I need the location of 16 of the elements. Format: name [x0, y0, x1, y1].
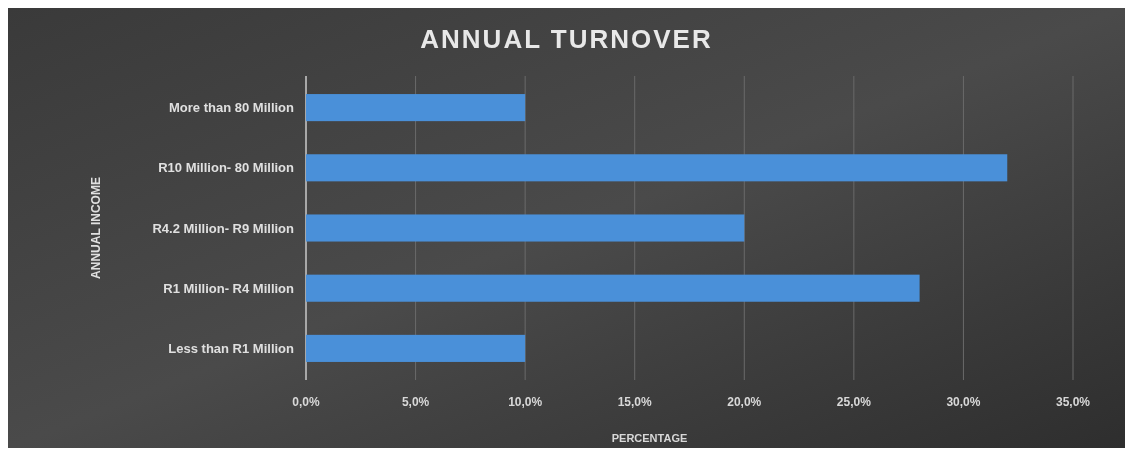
x-tick-label: 15,0% [617, 395, 653, 409]
y-tick-label: More than 80 Million [169, 100, 295, 116]
chart-title: ANNUAL TURNOVER [420, 24, 713, 54]
x-tick-label: 20,0% [727, 395, 762, 409]
x-tick-label: 30,0% [946, 395, 981, 409]
y-tick-label: R10 Million- 80 Million [158, 160, 295, 176]
x-tick-label: 5,0% [401, 395, 430, 409]
x-axis-title: PERCENTAGE [611, 432, 688, 444]
x-tick-label: 25,0% [836, 395, 872, 409]
y-axis-title: ANNUAL INCOME [89, 177, 103, 279]
x-tick-label: 0,0% [292, 395, 320, 409]
y-tick-label: R4.2 Million- R9 Million [152, 220, 295, 236]
x-tick-label: 35,0% [1055, 395, 1091, 409]
y-tick-label: Less than R1 Million [168, 340, 295, 356]
x-tick-label: 10,0% [508, 395, 543, 409]
y-tick-label: R1 Million- R4 Million [163, 280, 295, 296]
